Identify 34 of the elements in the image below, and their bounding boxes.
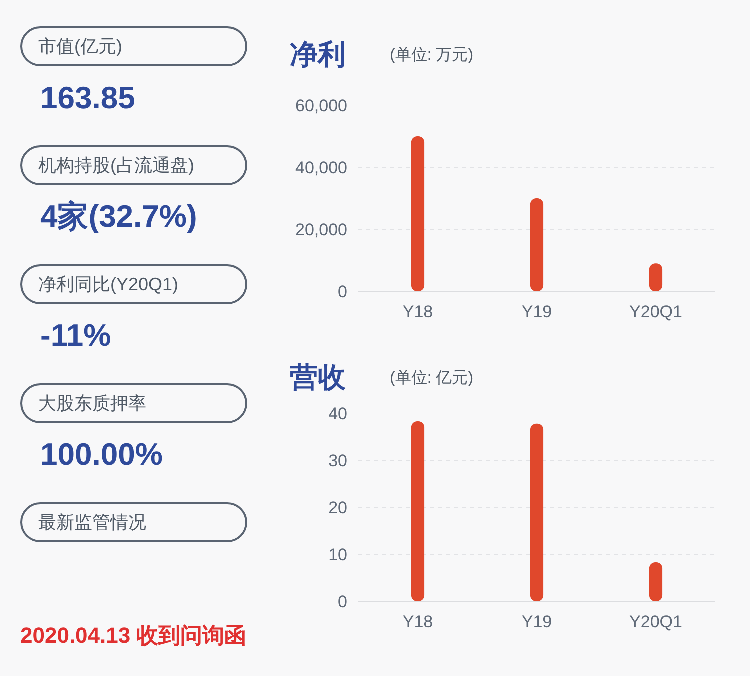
text: 机构持股(占流通盘) [38,156,194,176]
chart-subtitle: (单位: 万元) [390,47,474,64]
y-tick-label: 40,000 [296,158,348,178]
x-tick-label: Y19 [522,612,552,632]
bar [530,198,544,292]
x-tick-label: Y20Q1 [630,612,682,632]
text: 2020.04.13 收到问询函 [20,623,247,648]
text: -11% [40,318,112,353]
bar [411,136,425,292]
x-tick-label: Y20Q1 [630,302,682,322]
text: 100.00% [40,437,163,472]
x-tick-label: Y18 [402,612,434,632]
y-tick-label: 40 [328,404,348,424]
y-tick-label: 30 [328,452,348,470]
y-tick-label: 0 [338,282,348,302]
chart-title: 营收 [290,362,346,393]
text: 最新监管情况 [38,512,146,532]
text: 净利同比(Y20Q1) [38,274,179,294]
text: 4家(32.7%) [40,199,198,234]
bar [530,424,544,602]
x-tick-label: Y18 [402,302,434,322]
bar [649,562,663,602]
chart-title: 净利 [290,39,346,70]
text: 大股东质押率 [38,394,146,414]
y-tick-label: 20,000 [296,220,348,240]
y-tick-label: 20 [328,498,348,518]
y-tick-label: 0 [338,592,348,612]
text: 163.85 [40,80,136,116]
y-tick-label: 10 [328,546,348,564]
chart-subtitle: (单位: 亿元) [390,370,474,387]
y-tick-label: 60,000 [296,96,348,116]
bar [411,421,425,602]
x-tick-label: Y19 [522,302,552,322]
text: 市值(亿元) [38,36,122,56]
